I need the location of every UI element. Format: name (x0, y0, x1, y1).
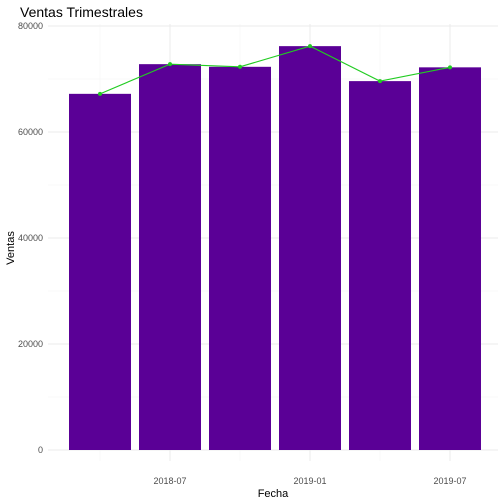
line-point (308, 44, 312, 49)
bar (349, 81, 411, 451)
x-tick-label: 2018-07 (153, 476, 186, 486)
chart-title: Ventas Trimestrales (20, 4, 143, 20)
y-tick-label: 40000 (18, 233, 43, 243)
bar (209, 66, 271, 450)
line-point (98, 91, 102, 96)
bar (279, 46, 341, 450)
bar (69, 93, 131, 450)
x-tick-label: 2019-01 (293, 476, 326, 486)
y-tick-label: 20000 (18, 339, 43, 349)
bar-series (69, 46, 481, 451)
x-axis-title: Fecha (258, 488, 289, 500)
bar (419, 67, 481, 450)
y-tick-label: 80000 (18, 21, 43, 31)
y-tick-label: 60000 (18, 127, 43, 137)
line-point (378, 79, 382, 84)
y-axis: 0 20000 40000 60000 80000 (18, 21, 43, 455)
x-tick-label: 2019-07 (433, 476, 466, 486)
line-point (168, 62, 172, 67)
line-series (98, 44, 452, 96)
y-axis-title: Ventas (5, 231, 17, 265)
bar (139, 64, 201, 450)
line-point (238, 64, 242, 69)
line-point (448, 65, 452, 70)
x-axis: 2018-07 2019-01 2019-07 (153, 476, 466, 486)
y-tick-label: 0 (38, 445, 43, 455)
series-line (99, 45, 451, 95)
